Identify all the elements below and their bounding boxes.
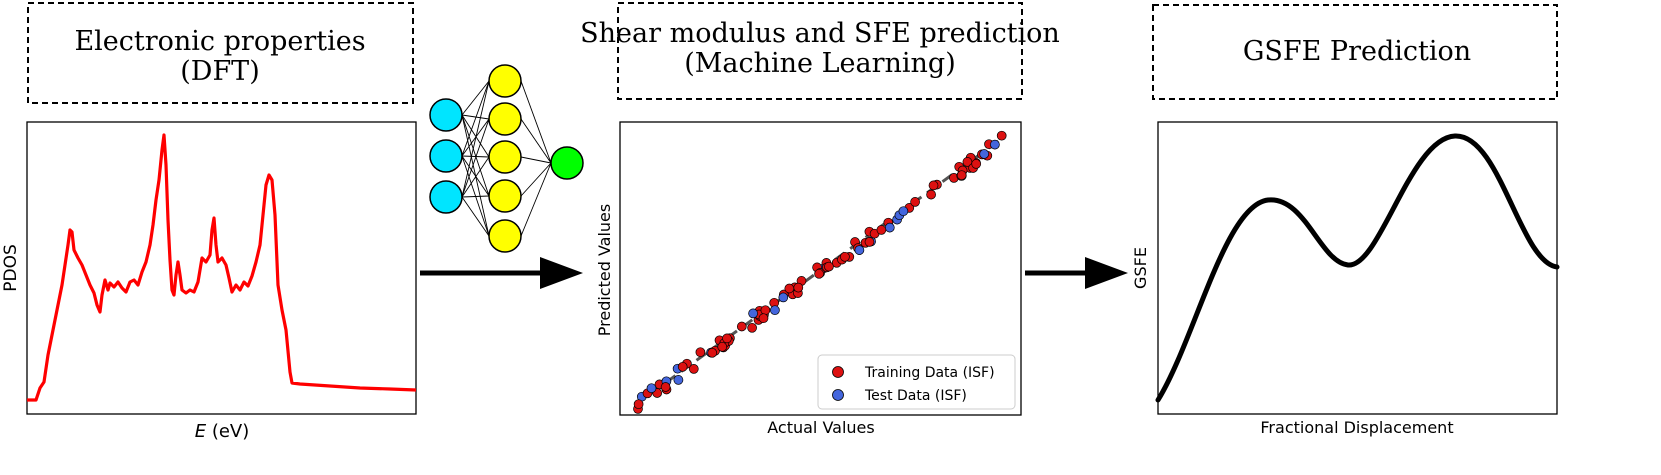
network-connection (461, 155, 490, 197)
pdos-frame (26, 121, 417, 415)
training-point (928, 180, 939, 191)
gsfe-plot: GSFE Fractional Displacement (1131, 121, 1560, 437)
gsfe-title: GSFE Prediction (1243, 36, 1471, 67)
test-point (884, 222, 895, 233)
training-point (633, 399, 644, 410)
hidden-node (488, 219, 522, 253)
input-node (429, 180, 463, 214)
input-node (429, 139, 463, 173)
network-connection (461, 80, 490, 157)
test-point (854, 245, 865, 255)
hidden-node (488, 102, 522, 136)
test-point (990, 139, 1000, 150)
hidden-node (488, 179, 522, 213)
network-connection (461, 114, 490, 120)
test-point (748, 308, 758, 319)
parity-xlabel: Actual Values (767, 418, 874, 437)
training-point (784, 283, 795, 294)
gsfe-curve (1155, 133, 1560, 403)
network-connection (520, 156, 552, 164)
gsfe-ylabel: GSFE (1131, 247, 1150, 289)
training-point (840, 251, 850, 262)
network-connection (520, 162, 552, 237)
training-point (677, 361, 688, 372)
pdos-xlabel: E (eV) (195, 421, 250, 442)
network-connection (461, 80, 490, 198)
arrow-dft-to-ml (420, 257, 583, 289)
test-point (778, 292, 789, 303)
network-connection (461, 196, 490, 237)
training-point (717, 341, 728, 352)
legend-test-marker (832, 389, 844, 401)
network-connection (520, 162, 552, 197)
hidden-node (488, 140, 522, 174)
training-point (824, 261, 834, 272)
pdos-xlabel-italic: E (195, 421, 207, 442)
dft-title-box: Electronic properties (DFT) (27, 2, 414, 104)
training-point (971, 159, 982, 169)
arrow-ml-to-gsfe (1025, 257, 1128, 289)
test-point (979, 149, 990, 159)
parity-plot: Training Data (ISF) Test Data (ISF) Pred… (595, 121, 1022, 437)
pdos-ylabel: PDOS (1, 244, 21, 292)
parity-ylabel: Predicted Values (595, 204, 614, 336)
dft-title-line2: (DFT) (180, 56, 259, 87)
training-point (926, 189, 936, 200)
training-point (722, 333, 732, 344)
pdos-plot: PDOS E (eV) (1, 121, 417, 442)
ml-title-box: Shear modulus and SFE prediction (Machin… (580, 2, 1060, 100)
network-connection (461, 118, 490, 198)
legend-training-label: Training Data (ISF) (864, 365, 995, 381)
test-point (770, 305, 780, 316)
test-point (673, 375, 684, 385)
training-point (864, 237, 875, 247)
dft-title-line1: Electronic properties (74, 26, 365, 57)
neural-network (429, 64, 584, 253)
hidden-node (488, 64, 522, 98)
output-node (550, 146, 584, 180)
training-point (660, 382, 671, 392)
network-connection (461, 80, 490, 116)
network-connection (461, 195, 490, 198)
network-connection (461, 114, 490, 197)
gsfe-xlabel: Fractional Displacement (1260, 418, 1453, 437)
pdos-curve (27, 133, 417, 402)
training-point (793, 282, 804, 293)
training-point (876, 225, 887, 235)
legend-test-label: Test Data (ISF) (864, 388, 967, 404)
training-point (760, 305, 771, 316)
test-point (646, 383, 657, 394)
network-connection (461, 114, 490, 158)
gsfe-title-box: GSFE Prediction (1152, 4, 1558, 100)
legend-training-marker (832, 366, 844, 378)
training-point (707, 347, 718, 358)
training-point (736, 321, 747, 332)
parity-legend: Training Data (ISF) Test Data (ISF) (817, 354, 1016, 410)
ml-title-line2: (Machine Learning) (684, 48, 956, 79)
parity-frame (619, 121, 1022, 416)
network-connection (520, 80, 552, 164)
training-point (956, 170, 967, 181)
network-connection (520, 118, 552, 164)
test-point (898, 206, 909, 217)
training-point (758, 313, 769, 324)
ml-title-line1: Shear modulus and SFE prediction (580, 18, 1060, 49)
training-point (910, 197, 920, 207)
pdos-xlabel-unit: (eV) (206, 421, 249, 442)
training-point (688, 364, 699, 374)
training-point (814, 268, 824, 279)
training-point (747, 322, 757, 333)
parity-points (633, 130, 1007, 414)
network-connection (461, 155, 490, 237)
training-point (695, 347, 706, 358)
network-connection (461, 156, 490, 198)
input-node (429, 98, 463, 132)
training-point (996, 130, 1007, 141)
network-connection (461, 155, 490, 158)
